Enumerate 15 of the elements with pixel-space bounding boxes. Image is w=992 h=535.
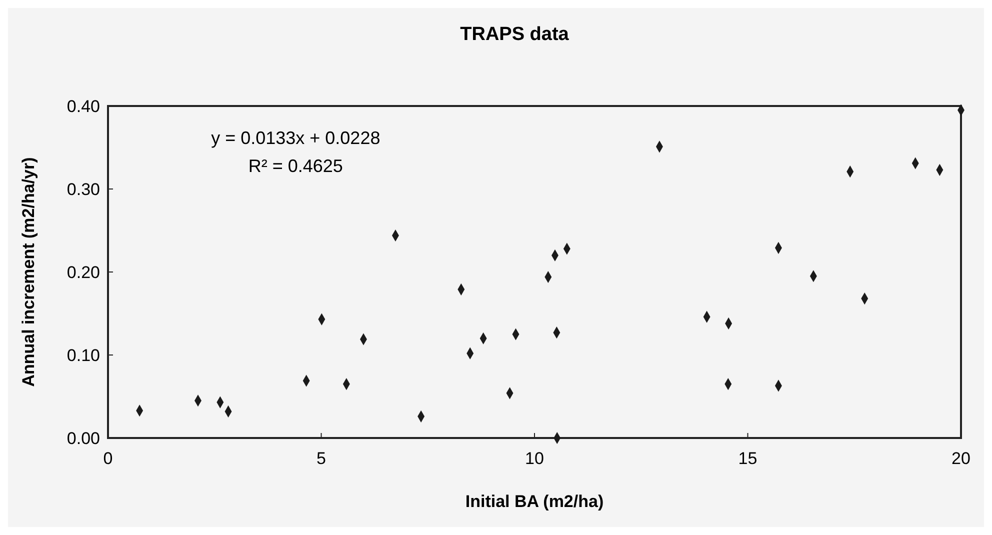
x-tick-label: 5 [316, 449, 326, 468]
x-tick-label: 10 [525, 449, 544, 468]
annotation: y = 0.0133x + 0.0228 [211, 128, 380, 148]
y-tick-label: 0.40 [66, 96, 100, 116]
y-tick-label: 0.10 [66, 346, 100, 365]
chart-title: TRAPS data [460, 24, 570, 45]
y-tick-label: 0.00 [66, 428, 100, 448]
x-axis-title: Initial BA (m2/ha) [465, 492, 604, 511]
annotation: R² = 0.4625 [248, 156, 343, 176]
x-tick-label: 0 [103, 449, 113, 468]
y-axis-title: Annual increment (m2/ha/yr) [19, 157, 38, 387]
y-tick-label: 0.20 [66, 262, 100, 282]
x-tick-label: 15 [738, 449, 758, 468]
x-tick-label: 20 [952, 449, 970, 468]
y-tick-label: 0.30 [66, 180, 100, 199]
